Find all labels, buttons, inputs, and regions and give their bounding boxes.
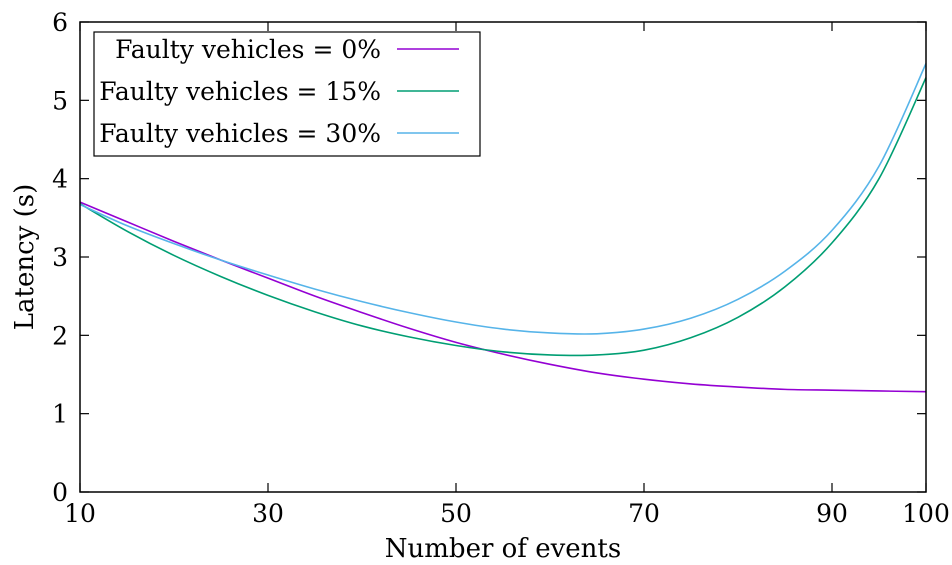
y-tick-label: 4 bbox=[52, 165, 68, 194]
series-line-15pct bbox=[79, 77, 927, 357]
plot-frame bbox=[79, 21, 927, 493]
y-tick-label: 3 bbox=[52, 243, 68, 272]
legend-label-15pct: Faulty vehicles = 15% bbox=[99, 77, 381, 106]
y-tick-label: 2 bbox=[52, 321, 68, 350]
x-tick-label: 50 bbox=[440, 499, 472, 528]
series-line-0pct bbox=[79, 201, 927, 393]
axis-ticks: 10 30 50 70 90 100 0 1 2 3 4 5 6 bbox=[52, 8, 950, 528]
x-tick-label: 30 bbox=[252, 499, 284, 528]
y-tick-label: 0 bbox=[52, 478, 68, 507]
y-tick-label: 5 bbox=[52, 86, 68, 115]
legend-label-30pct: Faulty vehicles = 30% bbox=[99, 119, 381, 148]
legend-label-0pct: Faulty vehicles = 0% bbox=[115, 35, 381, 64]
x-axis-label: Number of events bbox=[385, 534, 621, 564]
legend-box bbox=[93, 31, 481, 157]
y-tick-label: 1 bbox=[52, 400, 68, 429]
x-tick-label: 10 bbox=[64, 499, 96, 528]
series-lines bbox=[79, 63, 927, 393]
series-line-30pct bbox=[79, 63, 927, 335]
y-axis-label: Latency (s) bbox=[10, 184, 40, 331]
x-tick-label: 70 bbox=[628, 499, 660, 528]
x-tick-label: 90 bbox=[816, 499, 848, 528]
x-tick-label: 100 bbox=[902, 499, 950, 528]
y-tick-label: 6 bbox=[52, 8, 68, 37]
legend: Faulty vehicles = 0% Faulty vehicles = 1… bbox=[93, 31, 481, 157]
